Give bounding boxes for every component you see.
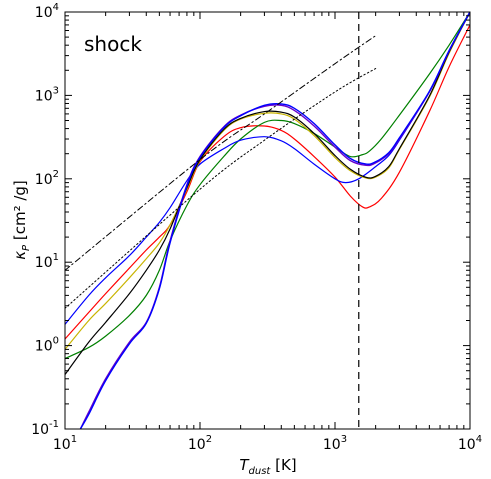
x-tick-label: 102: [188, 434, 212, 453]
y-tick-label: 101: [35, 252, 59, 271]
y-tick-label: 10-1: [31, 419, 59, 438]
x-tick-label: 103: [323, 434, 347, 453]
y-tick-label: 102: [35, 169, 59, 188]
series-line-7: [79, 12, 470, 429]
plot-background: [65, 12, 470, 429]
x-tick-label: 104: [458, 434, 482, 453]
series-line-3: [65, 12, 470, 325]
y-tick-label: 103: [35, 85, 59, 104]
series-line-2: [65, 12, 470, 360]
y-axis-label: κP [cm² /g]: [11, 180, 32, 260]
plot-frame: [64, 11, 471, 430]
series-layer: [65, 12, 470, 429]
series-line-4: [65, 12, 470, 351]
series-line-9: [65, 68, 377, 309]
series-line-5: [65, 12, 470, 376]
ticks-layer: 101 102 103 104 10-1 100 101 102 103 104: [31, 2, 482, 453]
annotation-text: shock: [84, 32, 142, 56]
x-tick-label: 101: [53, 434, 77, 453]
series-line-1: [65, 24, 470, 340]
series-line-8: [65, 35, 377, 271]
x-axis-label: Tdust [K]: [239, 456, 296, 477]
y-tick-label: 100: [35, 336, 59, 355]
y-tick-label: 104: [35, 2, 59, 21]
